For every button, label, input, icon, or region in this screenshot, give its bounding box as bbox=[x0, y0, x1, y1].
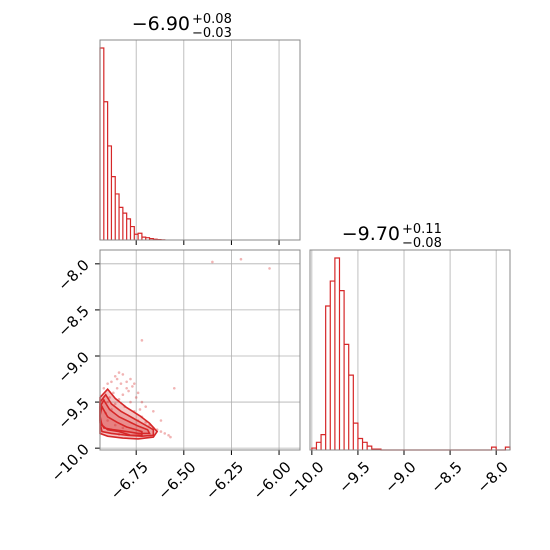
scatter-point bbox=[134, 396, 138, 399]
x-tick-label: −6.25 bbox=[202, 458, 247, 503]
y-tick-label: −8.0 bbox=[54, 256, 92, 294]
panel-frame-bottom-left bbox=[99, 249, 301, 451]
scatter-point bbox=[132, 382, 136, 385]
scatter-point bbox=[121, 373, 125, 376]
scatter-point bbox=[144, 405, 148, 408]
scatter-point bbox=[113, 402, 117, 406]
y-tick-label: −10.0 bbox=[48, 440, 93, 485]
scatter-point bbox=[159, 430, 163, 433]
scatter-point bbox=[108, 396, 111, 399]
scatter-point bbox=[129, 377, 132, 381]
panel-title-value: −9.70 bbox=[342, 223, 400, 245]
scatter-point bbox=[211, 260, 214, 264]
panel-frame-top-left bbox=[99, 39, 301, 241]
scatter-point bbox=[106, 400, 109, 404]
x-tick-label: −8.0 bbox=[473, 458, 511, 496]
scatter-point bbox=[140, 339, 144, 342]
scatter-point bbox=[127, 389, 130, 393]
scatter-point bbox=[113, 374, 117, 378]
x-tick-label: −9.0 bbox=[381, 458, 419, 496]
scatter-point bbox=[136, 391, 140, 395]
x-tick-label: −6.75 bbox=[107, 458, 152, 503]
scatter-point bbox=[121, 426, 125, 430]
histogram-step bbox=[311, 257, 511, 451]
scatter-point bbox=[163, 432, 167, 435]
density-contour bbox=[99, 387, 159, 440]
scatter-point bbox=[106, 419, 109, 422]
y-tick-label: −8.5 bbox=[54, 302, 92, 340]
scatter-point bbox=[268, 267, 271, 270]
scatter-point bbox=[112, 391, 115, 395]
x-tick-label: −8.5 bbox=[427, 458, 465, 496]
x-tick-label: −10.0 bbox=[282, 458, 327, 503]
panel-title-value: −6.90 bbox=[132, 13, 190, 35]
scatter-point bbox=[172, 386, 176, 390]
y-tick-label: −9.5 bbox=[54, 394, 92, 432]
scatter-point bbox=[152, 409, 155, 413]
scatter-point bbox=[106, 382, 109, 385]
scatter-point bbox=[110, 380, 113, 384]
scatter-point bbox=[131, 385, 134, 388]
y-tick-label: −9.0 bbox=[54, 348, 92, 386]
x-tick-label: −9.5 bbox=[335, 458, 373, 496]
scatter-point bbox=[121, 393, 125, 397]
panel-title-lower-error: −0.03 bbox=[192, 26, 232, 41]
histogram-step bbox=[99, 47, 166, 241]
scatter-point bbox=[159, 419, 163, 422]
scatter-point bbox=[113, 423, 117, 427]
panel-title-upper-error: +0.11 bbox=[402, 222, 442, 237]
x-tick-label: −6.50 bbox=[154, 458, 199, 503]
scatter-point bbox=[140, 400, 144, 404]
scatter-point bbox=[117, 371, 121, 374]
scatter-point bbox=[115, 377, 119, 381]
panel-title-upper-error: +0.08 bbox=[192, 12, 232, 27]
scatter-point bbox=[102, 386, 106, 390]
scatter-point bbox=[167, 433, 170, 437]
scatter-point bbox=[129, 400, 132, 404]
scatter-point bbox=[169, 435, 172, 439]
scatter-point bbox=[119, 382, 123, 385]
scatter-point bbox=[115, 386, 119, 390]
scatter-point bbox=[125, 386, 128, 390]
scatter-point bbox=[138, 408, 142, 411]
panel-frame-bottom-right bbox=[309, 249, 511, 451]
panel-title-lower-error: −0.08 bbox=[402, 236, 442, 251]
scatter-point bbox=[125, 380, 128, 384]
scatter-point bbox=[239, 257, 243, 261]
